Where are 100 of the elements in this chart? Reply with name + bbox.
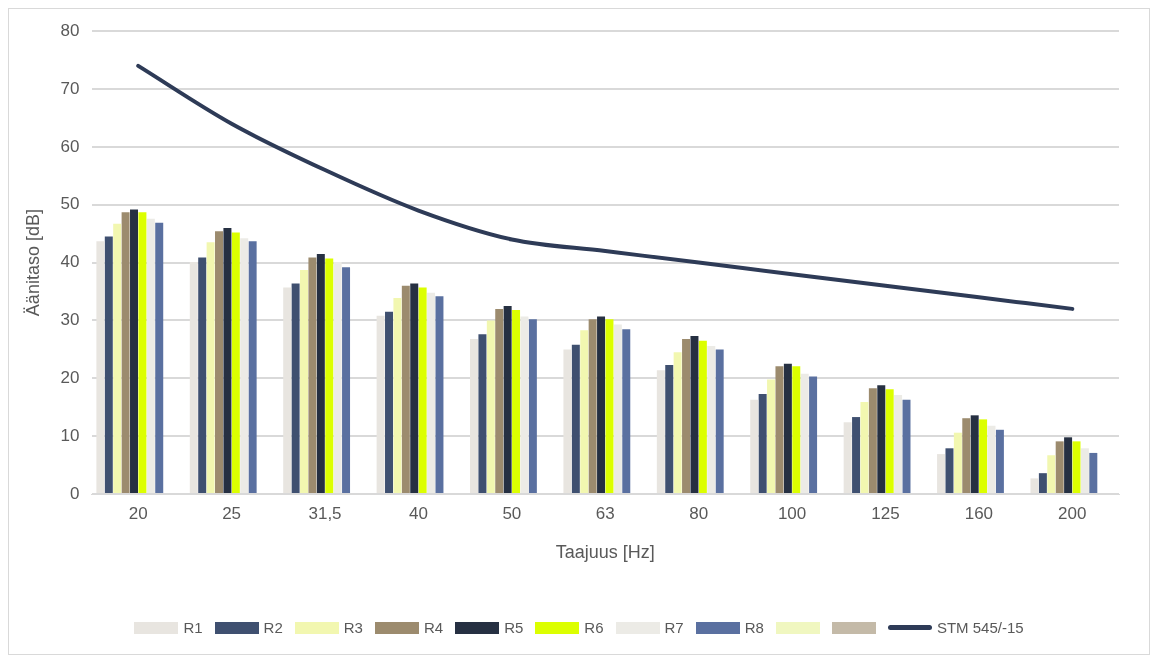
bar	[656, 370, 665, 493]
y-tick-label: 50	[60, 194, 80, 214]
bar	[894, 395, 903, 493]
bar	[231, 232, 240, 493]
bar	[393, 297, 402, 493]
bar	[979, 419, 988, 493]
bar	[503, 305, 512, 493]
bar	[1064, 437, 1073, 493]
bar	[470, 338, 479, 493]
bar	[707, 345, 716, 493]
bar	[206, 242, 215, 493]
legend-label: STM 545/-15	[936, 619, 1024, 636]
bar	[308, 257, 317, 493]
x-tick-label: 25	[222, 503, 242, 523]
y-tick-label: 20	[60, 367, 80, 387]
bar	[852, 417, 861, 493]
x-tick-label: 20	[128, 503, 148, 523]
y-tick-label: 30	[60, 310, 80, 330]
legend-label: R2	[263, 619, 283, 636]
bar	[155, 222, 164, 493]
bar	[605, 319, 614, 493]
bar	[613, 324, 622, 493]
bar	[418, 287, 427, 493]
y-tick-label: 0	[70, 483, 80, 503]
legend-label: R6	[584, 619, 604, 636]
x-tick-label: 50	[502, 503, 522, 523]
bar	[130, 209, 138, 493]
bar	[1055, 441, 1064, 493]
x-tick-label: 125	[871, 503, 900, 523]
bar	[410, 283, 419, 493]
bar	[376, 315, 385, 493]
x-tick-label: 80	[689, 503, 709, 523]
bar	[283, 287, 292, 493]
bar	[1030, 478, 1039, 493]
bar	[1047, 455, 1056, 493]
bar	[215, 231, 224, 493]
bar	[486, 320, 495, 493]
y-tick-label: 80	[60, 20, 80, 40]
bar	[138, 212, 147, 493]
line-series	[136, 63, 1075, 311]
bar	[622, 329, 631, 493]
legend-label: R1	[183, 619, 203, 636]
y-tick-label: 40	[60, 252, 80, 272]
bar	[198, 257, 207, 493]
bar	[300, 270, 309, 493]
bar	[385, 311, 394, 493]
x-tick-label: 40	[408, 503, 428, 523]
x-tick-label: 63	[595, 503, 615, 523]
bar	[962, 418, 971, 493]
bar	[775, 366, 784, 493]
legend-label: R3	[343, 619, 363, 636]
x-tick-label: 31,5	[308, 503, 342, 523]
bar	[588, 319, 597, 493]
bar	[1080, 448, 1089, 493]
bar	[1038, 473, 1047, 493]
bar	[580, 330, 589, 493]
bar	[945, 448, 954, 493]
bar	[877, 385, 886, 493]
bar	[435, 296, 444, 493]
bar	[495, 308, 504, 493]
bar	[571, 344, 580, 493]
bar	[995, 429, 1004, 493]
x-tick-label: 200	[1058, 503, 1087, 523]
bar	[800, 373, 809, 493]
bar	[189, 262, 198, 493]
bar	[868, 388, 877, 493]
bar	[96, 241, 105, 493]
x-tick-label: 160	[964, 503, 994, 523]
bar	[478, 334, 487, 493]
bar	[809, 376, 818, 493]
bar	[316, 253, 325, 493]
y-tick-label: 60	[60, 136, 80, 156]
bar	[248, 241, 257, 493]
bar	[104, 236, 113, 493]
bar	[1089, 452, 1098, 493]
bar	[953, 432, 962, 493]
bar	[333, 262, 342, 493]
bar	[885, 389, 894, 493]
bar	[698, 340, 707, 493]
x-axis-title: Taajuus [Hz]	[555, 542, 655, 563]
bar	[843, 422, 852, 493]
y-tick-label: 70	[60, 78, 80, 98]
bar	[223, 227, 232, 493]
x-tick-label: 100	[777, 503, 807, 523]
bar	[401, 285, 410, 493]
bar	[682, 338, 691, 493]
legend-label: R4	[423, 619, 444, 636]
bar	[325, 258, 334, 493]
bar	[291, 283, 300, 493]
bar	[121, 212, 130, 493]
bar	[690, 336, 699, 493]
bar	[240, 238, 249, 493]
bar	[563, 349, 572, 493]
bar	[860, 402, 869, 493]
bar	[937, 454, 946, 493]
y-axis-title: Äänitaso [dB]	[22, 209, 43, 317]
bar	[528, 319, 537, 493]
bar	[750, 399, 759, 493]
bar	[758, 393, 767, 493]
bar	[146, 218, 155, 493]
